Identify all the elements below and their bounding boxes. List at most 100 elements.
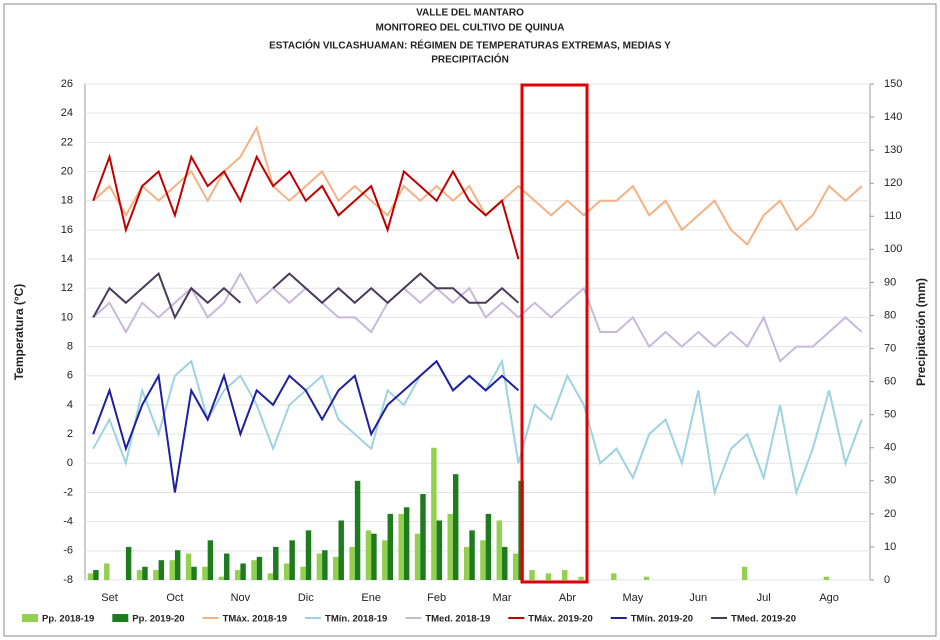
legend-swatch: [112, 614, 129, 622]
precipitation-bar: [371, 533, 377, 580]
precipitation-bar: [191, 566, 197, 580]
precipitation-bar: [463, 546, 470, 580]
precipitation-bar: [300, 566, 306, 580]
precipitation-bar: [578, 576, 584, 580]
precipitation-bar: [333, 556, 339, 580]
y2-tick-label: 110: [884, 210, 902, 222]
y2-tick-label: 150: [884, 78, 902, 90]
legend-label: TMáx. 2018-19: [223, 614, 287, 625]
y-tick-label: 0: [67, 457, 73, 469]
temperature-line: [92, 359, 520, 493]
chart-title: VALLE DEL MANTARO: [416, 8, 524, 19]
plot-area: [84, 83, 871, 581]
precipitation-bar: [480, 540, 486, 580]
y2-tick-label: 0: [884, 574, 890, 586]
y2-tick-label: 30: [884, 475, 896, 487]
precipitation-bar: [349, 546, 355, 580]
precipitation-bar: [502, 546, 508, 580]
precipitation-bar: [529, 570, 535, 580]
y-tick-label: 6: [67, 370, 73, 382]
y2-tick-label: 60: [884, 376, 896, 388]
precipitation-bar: [153, 570, 159, 580]
y-tick-label: 8: [67, 340, 73, 352]
precipitation-bar: [447, 513, 453, 580]
temperature-line: [92, 125, 863, 247]
highlight-box: [520, 83, 589, 584]
precipitation-bar: [452, 474, 459, 580]
precipitation-bar: [202, 566, 208, 580]
x-tick-label: Oct: [166, 592, 183, 604]
legend-label: TMín. 2019-20: [631, 614, 693, 625]
y2-axis-label: Precipitación (mm): [914, 278, 928, 386]
precipitation-bar: [469, 530, 475, 580]
y-tick-label: -8: [63, 574, 73, 586]
precipitation-bar: [316, 553, 323, 580]
legend-label: TMín. 2018-19: [325, 614, 387, 625]
x-tick-label: Nov: [231, 592, 251, 604]
y-tick-label: 10: [61, 311, 73, 323]
x-tick-label: Jun: [689, 592, 707, 604]
x-tick-label: Abr: [559, 592, 576, 604]
y-tick-label: 12: [61, 282, 73, 294]
x-tick-label: Ago: [819, 592, 839, 604]
y-tick-label: 14: [61, 253, 73, 265]
precipitation-bar: [185, 553, 192, 580]
y2-tick-label: 50: [884, 409, 896, 421]
precipitation-bar: [104, 563, 110, 580]
x-tick-label: May: [622, 592, 643, 604]
y2-tick-label: 100: [884, 243, 902, 255]
precipitation-bar: [251, 560, 257, 580]
y2-tick-label: 40: [884, 442, 896, 454]
y-tick-label: 24: [61, 107, 73, 119]
precipitation-bar: [398, 513, 404, 580]
chart-subtitle: PRECIPITACIÓN: [431, 53, 509, 66]
precipitation-bar: [496, 520, 503, 580]
precipitation-bar: [338, 520, 344, 580]
precipitation-bar: [267, 573, 274, 580]
precipitation-bar: [431, 447, 437, 580]
y-axis-label: Temperatura (°C): [12, 284, 26, 381]
precipitation-bar: [611, 573, 617, 580]
precipitation-bar: [305, 530, 312, 580]
temperature-line: [92, 358, 863, 497]
y-tick-label: -4: [63, 516, 73, 528]
precipitation-bar: [322, 550, 328, 580]
precipitation-bar: [561, 570, 568, 580]
y2-tick-label: 140: [884, 111, 902, 123]
precipitation-bar: [224, 553, 230, 580]
precipitation-bar: [218, 576, 225, 580]
y-tick-label: -2: [63, 486, 73, 498]
temperature-line: [92, 271, 520, 320]
x-tick-label: Ene: [361, 592, 381, 604]
precipitation-bar: [273, 546, 279, 580]
y-tick-label: 20: [61, 165, 73, 177]
precipitation-bar: [289, 540, 295, 580]
y2-tick-label: 120: [884, 177, 902, 189]
x-tick-label: Jul: [757, 592, 771, 604]
precipitation-bar: [234, 570, 241, 580]
precipitation-bar: [125, 546, 132, 580]
x-tick-label: Set: [101, 592, 118, 604]
precipitation-bar: [403, 507, 410, 580]
precipitation-bar: [256, 556, 263, 580]
y2-tick-label: 70: [884, 342, 896, 354]
chart-subtitle: ESTACIÓN VILCASHUAMAN: RÉGIMEN DE TEMPER…: [269, 39, 671, 52]
y-tick-label: -6: [63, 545, 73, 557]
precipitation-bar: [142, 566, 148, 580]
x-tick-label: Feb: [427, 592, 446, 604]
y2-tick-label: 90: [884, 276, 896, 288]
legend-label: TMed. 2018-19: [425, 614, 490, 625]
precipitation-bar: [414, 533, 421, 580]
y2-tick-label: 130: [884, 144, 902, 156]
precipitation-bar: [420, 494, 426, 580]
y-tick-label: 22: [61, 136, 73, 148]
precipitation-bar: [158, 560, 165, 580]
y-tick-label: 2: [67, 428, 73, 440]
y2-tick-label: 10: [884, 541, 896, 553]
y-tick-label: 4: [67, 399, 73, 411]
frame: [3, 3, 937, 637]
chart-subtitle: MONITOREO DEL CULTIVO DE QUINUA: [376, 23, 565, 34]
precipitation-bar: [485, 513, 492, 580]
y-tick-label: 18: [61, 195, 73, 207]
